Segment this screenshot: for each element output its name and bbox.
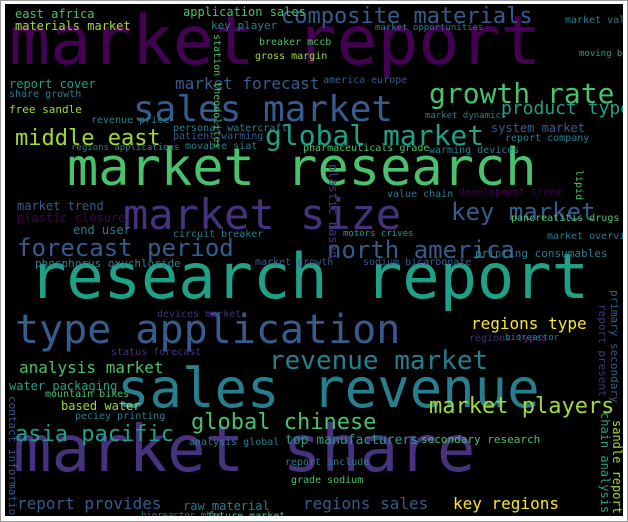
word-regions-applications: bioreactor — [505, 333, 560, 343]
word-contact-information: contact information — [6, 396, 19, 516]
word-secondary-research: secondary research — [421, 433, 541, 446]
word-america-europe: america europe — [323, 75, 408, 86]
word-market-growth: market growth — [255, 257, 334, 268]
word-research-report: research report — [29, 240, 589, 313]
word-regions-sales: regions sales — [303, 494, 429, 513]
word-regions-type: regions type — [471, 314, 587, 333]
word-warming-devices: warming devices — [429, 145, 520, 156]
word-market-trend: market trend — [17, 199, 104, 213]
word-market-size: market size — [123, 190, 402, 239]
word-revenue-market: revenue market — [269, 346, 489, 376]
word-phosphorus-oxychloride: phosphorus oxychloride — [35, 257, 181, 270]
word-future-market: future market — [207, 512, 285, 517]
word-sodium-bicarbonate: sodium bicarbonate — [363, 257, 472, 268]
word-value-chain: value chain — [387, 189, 454, 200]
word-bioreactor: lipid — [573, 170, 584, 201]
word-key-regions: key regions — [453, 494, 559, 513]
word-market-dynamics: market dynamics — [425, 111, 507, 121]
word-based-water: based water — [61, 399, 141, 413]
word-primary-secondary: primary secondary — [608, 290, 621, 403]
word-peciey-printing: peciey printing — [75, 411, 166, 422]
word-plastic-closure: plastic closure — [17, 211, 126, 225]
word-sales-market: sales market — [133, 89, 394, 130]
word-bioreactor-mbbr: bioreactor mbbr — [141, 511, 223, 517]
word-top-manufacturers: top manufacturers — [285, 433, 419, 448]
word-asia-pacific: asia pacific — [15, 422, 174, 447]
word-pancreatitis-drugs: pancreatitis drugs — [511, 213, 620, 224]
word-system-market: system market — [491, 121, 585, 135]
word-regions-types: regions types — [469, 333, 548, 344]
word-water-packaging: water packaging — [9, 379, 118, 393]
word-analysis-global: analysis global — [189, 437, 280, 448]
word-motors-crives: motors crives — [343, 229, 414, 239]
word-north-america: north america — [327, 236, 515, 264]
word-printing-consumables: printing consumables — [475, 247, 608, 260]
word-product-type: product type — [501, 98, 623, 119]
word-market-share: market share — [13, 413, 476, 487]
word-composite-materials: composite materials — [281, 4, 533, 29]
word-analysis-market: analysis market — [19, 358, 164, 377]
word-market-players: market players — [429, 394, 615, 419]
word-status-forecast: status forecast — [111, 347, 202, 358]
word-raw-material: raw material — [183, 499, 270, 513]
word-gross-margin: gross margin — [255, 51, 328, 62]
word-development-trend: development trend — [459, 187, 562, 198]
word-report-provides: report provides — [17, 494, 162, 513]
word-market-forecast: market forecast — [175, 74, 320, 93]
word-middle-east: middle east — [15, 126, 161, 151]
word-report-company: report company — [505, 133, 590, 144]
word-report-present: report present — [596, 304, 609, 397]
word-breaker-mccb: breaker mccb — [259, 37, 332, 48]
word-report-include: report include — [285, 457, 370, 468]
word-global-market: global market — [265, 119, 485, 152]
word-moving-bed: moving bed — [579, 49, 623, 59]
word-application-sales: application sales — [183, 5, 306, 19]
word-chain-analysis: chain analysis — [598, 412, 612, 514]
word-end-user: end user — [73, 223, 131, 237]
word-movable-siat: movable siat — [185, 141, 258, 152]
word-market-value: market value — [565, 15, 623, 26]
word-type-application: type application — [15, 307, 401, 353]
word-station-theodolites: station theodolites — [211, 34, 222, 149]
word-cloud: market report market research research r… — [5, 4, 623, 516]
word-thermo-verifier: regions applications — [71, 143, 180, 153]
word-market-opportunities: market opportunities — [375, 23, 484, 33]
word-mountain-bikes: mountain bikes — [45, 389, 130, 400]
word-market-overview: market overview — [547, 231, 623, 242]
word-key-player: key player — [211, 19, 278, 32]
word-plastic-based: plastic based — [326, 164, 340, 258]
word-grade-sodium: grade sodium — [291, 475, 364, 486]
word-personal-watercraft: personal watercraft — [173, 123, 288, 134]
word-circuit-breaker: circuit breaker — [173, 229, 264, 240]
word-sales-revenue: sales revenue — [117, 357, 540, 420]
word-market-report: market report — [9, 4, 542, 81]
word-market-research: market research — [67, 138, 537, 198]
word-materials-market: materials market — [15, 19, 131, 33]
word-pharmaceuticals-grade: pharmaceuticals grade — [303, 143, 430, 154]
word-devices-market: devices market — [157, 309, 242, 320]
word-share-growth: share growth — [9, 89, 82, 100]
word-report-cover: report cover — [9, 77, 96, 91]
word-forecast-period: forecast period — [17, 234, 234, 262]
word-patient-warming: patient warming — [173, 131, 264, 142]
word-global-chinese: global chinese — [191, 410, 377, 435]
word-free-sandle: free sandle — [9, 103, 82, 116]
word-sandle-report: sandle report — [610, 420, 623, 514]
word-east-africa: east africa — [15, 7, 95, 21]
word-key-market: key market — [451, 198, 596, 226]
word-growth-rate: growth rate — [429, 77, 615, 110]
word-revenue-price: revenue price — [91, 115, 170, 126]
